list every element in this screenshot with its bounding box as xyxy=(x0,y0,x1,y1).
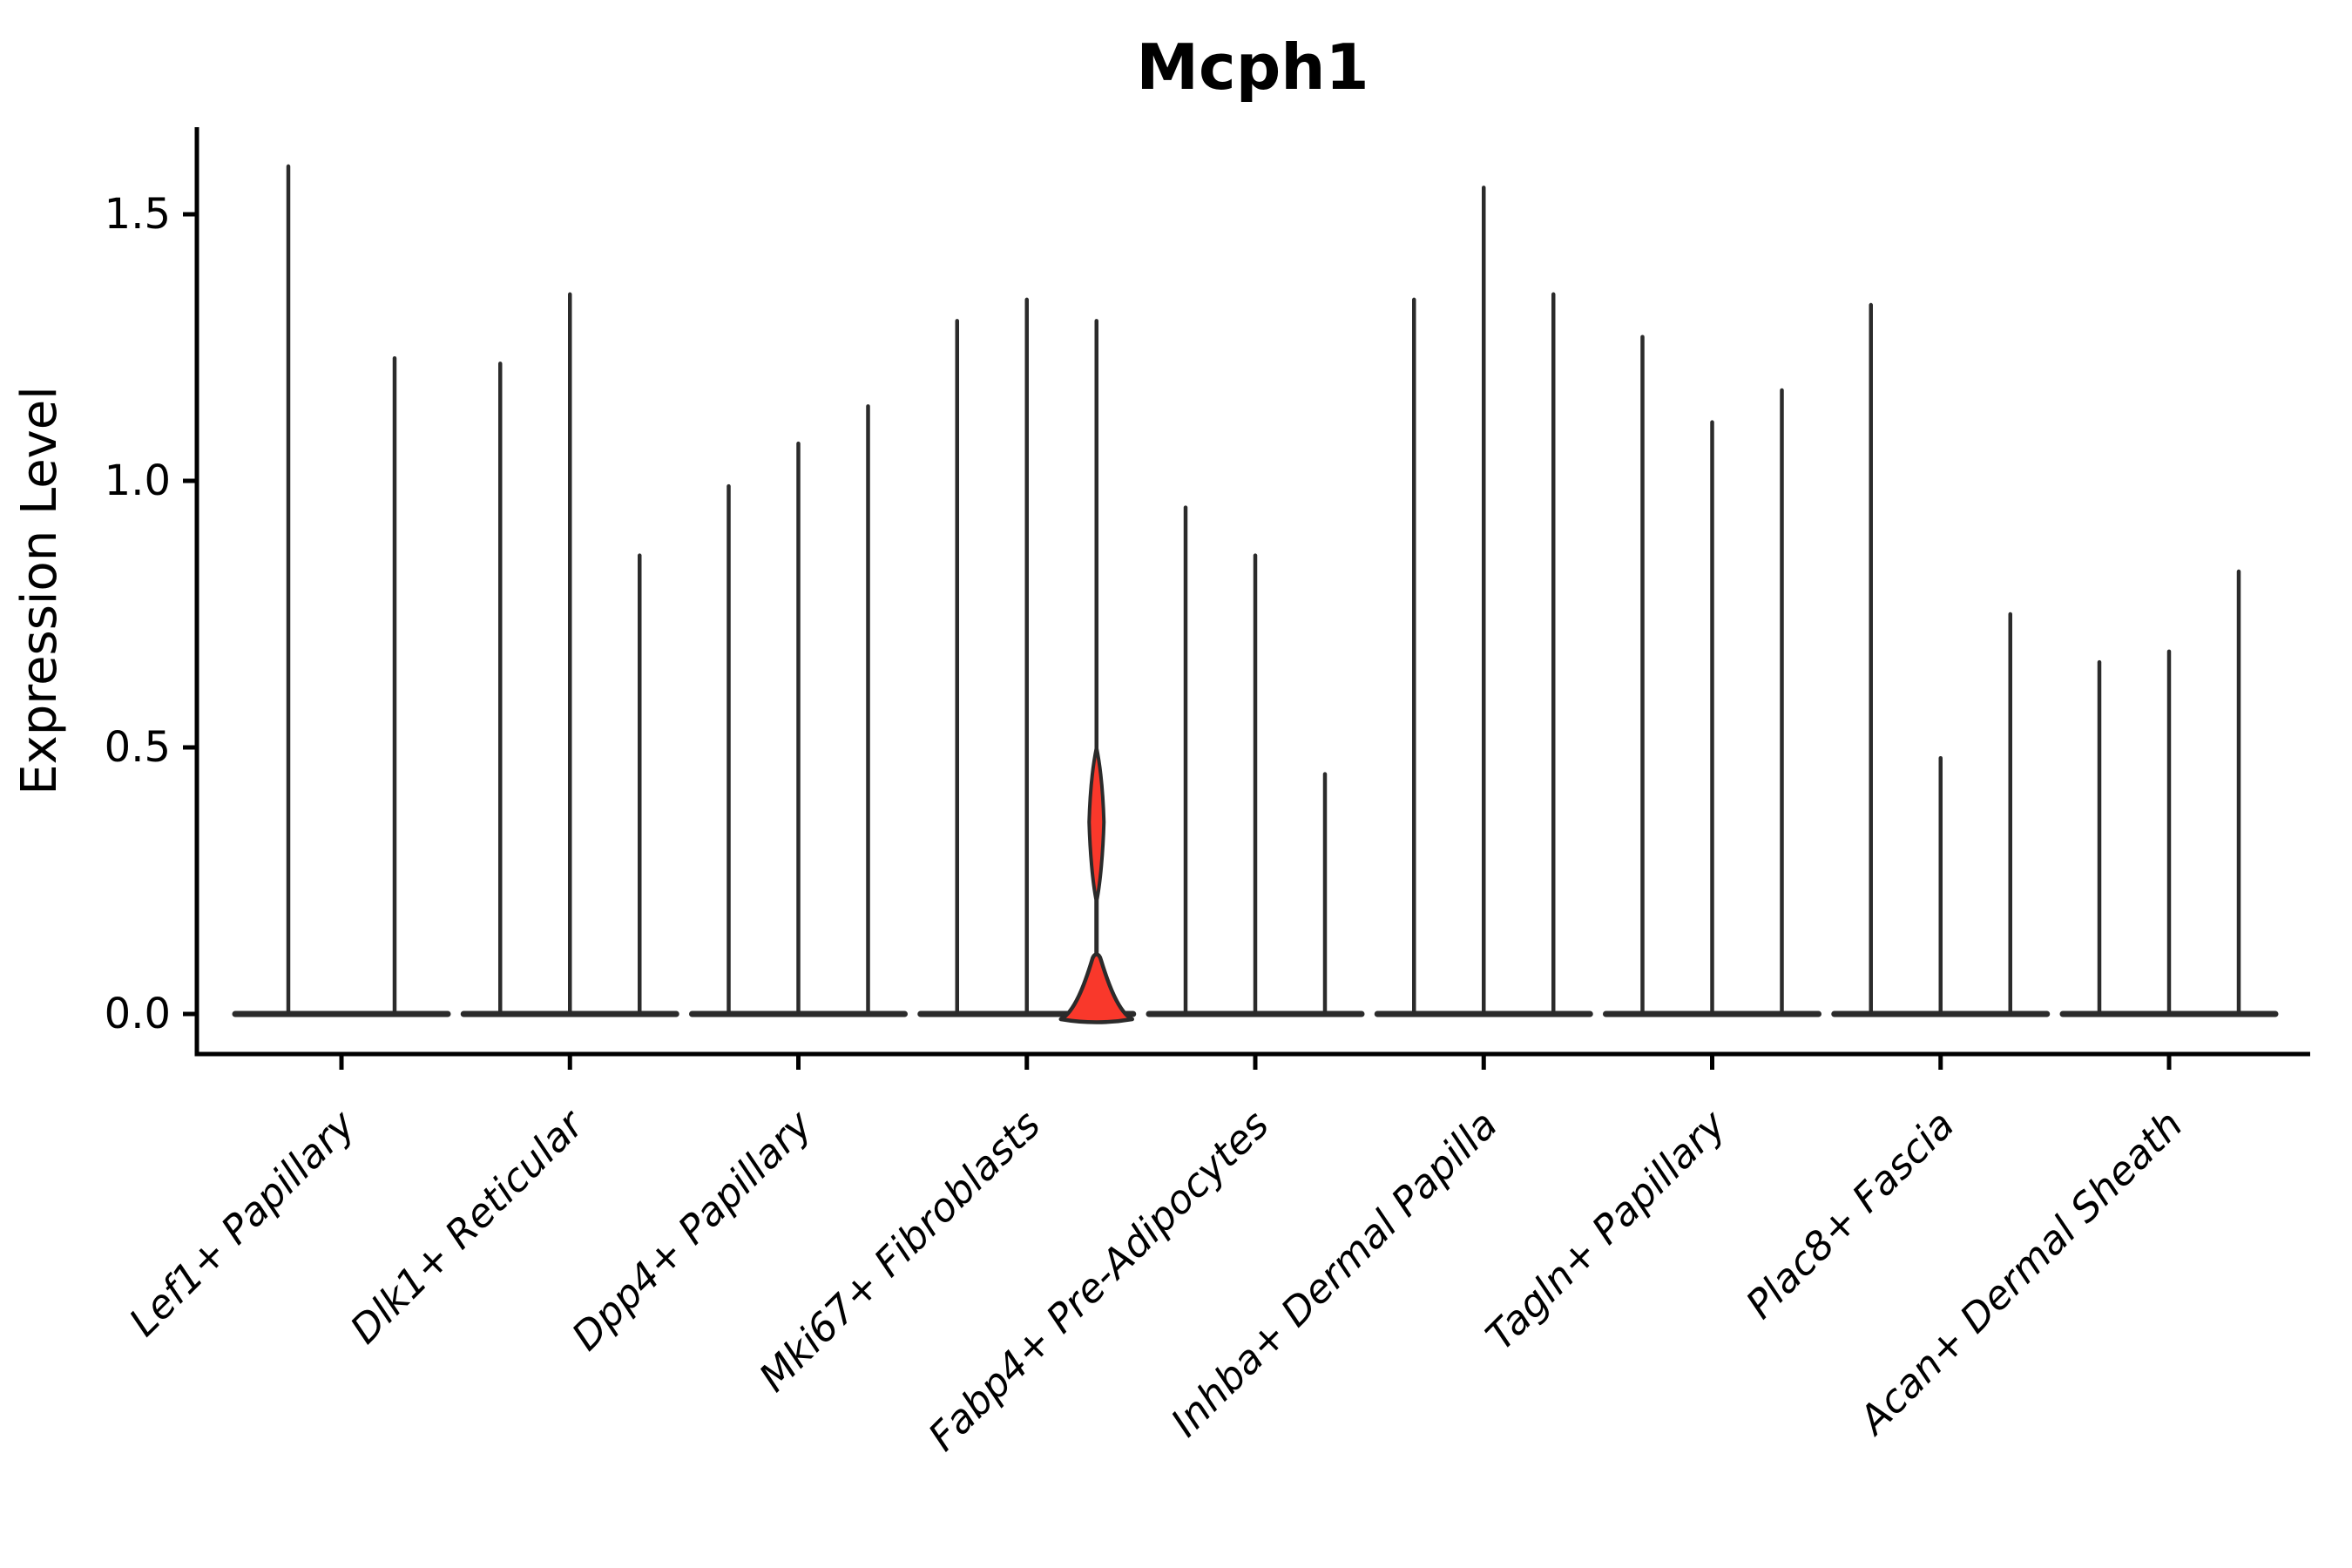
y-tick-label: 0.0 xyxy=(105,990,171,1038)
x-tick-label: Tagln+ Papillary xyxy=(1477,1100,1735,1359)
axis-spines xyxy=(194,127,2310,1057)
x-tick-label: Dlk1+ Reticular xyxy=(341,1100,594,1353)
violin-highlight-base xyxy=(1058,952,1134,1024)
y-tick-label: 1.5 xyxy=(105,190,171,239)
x-tick-label: Plac8+ Fascia xyxy=(1737,1101,1963,1328)
x-tick-label: Dpp4+ Papillary xyxy=(563,1100,821,1359)
chart-title: Mcph1 xyxy=(1136,30,1369,104)
y-axis-label: Expression Level xyxy=(11,386,68,795)
violin-highlight-bulge xyxy=(1087,746,1106,904)
y-tick-label: 1.0 xyxy=(105,456,171,505)
x-tick-label: Lef1+ Papillary xyxy=(120,1100,365,1345)
y-tick-label: 0.5 xyxy=(105,723,171,772)
